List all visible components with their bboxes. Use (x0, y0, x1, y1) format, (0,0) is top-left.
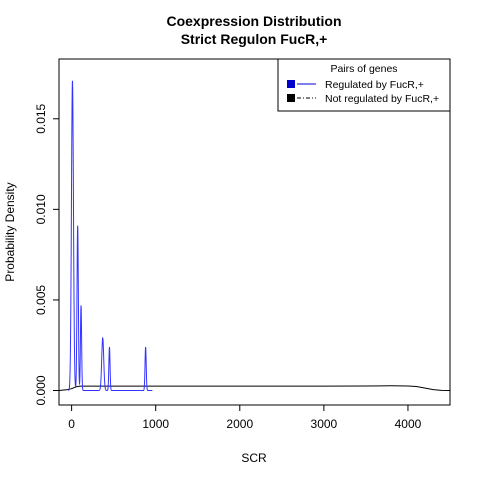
legend-label-not-regulated: Not regulated by FucR,+ (325, 93, 439, 105)
legend-box (277, 58, 451, 112)
y-axis-label: Probability Density (3, 182, 17, 281)
y-tick-label: 0.000 (34, 375, 48, 405)
legend-label-regulated: Regulated by FucR,+ (325, 79, 424, 91)
chart-title: Coexpression Distribution (166, 13, 341, 29)
x-tick-label: 2000 (226, 417, 253, 431)
y-tick-label: 0.010 (34, 194, 48, 224)
x-axis: 0 1000 2000 3000 4000 (68, 405, 422, 431)
x-tick-label: 3000 (311, 417, 338, 431)
x-tick-label: 1000 (142, 417, 169, 431)
x-axis-label: SCR (241, 451, 267, 465)
legend: Pairs of genes Regulated by FucR,+ Not r… (277, 58, 451, 112)
y-tick-label: 0.015 (34, 103, 48, 133)
series-line-not-regulated (58, 385, 451, 392)
plot-frame (58, 58, 451, 406)
legend-swatch-not-regulated (287, 94, 295, 102)
series-line-regulated (68, 80, 153, 392)
legend-swatch-regulated (287, 80, 295, 88)
x-tick-label: 4000 (395, 417, 422, 431)
y-tick-label: 0.005 (34, 285, 48, 315)
chart-subtitle: Strict Regulon FucR,+ (181, 31, 328, 47)
legend-title: Pairs of genes (330, 63, 397, 75)
series-layer (58, 80, 451, 392)
x-tick-label: 0 (68, 417, 75, 431)
y-axis: 0.000 0.005 0.010 0.015 (34, 103, 59, 406)
